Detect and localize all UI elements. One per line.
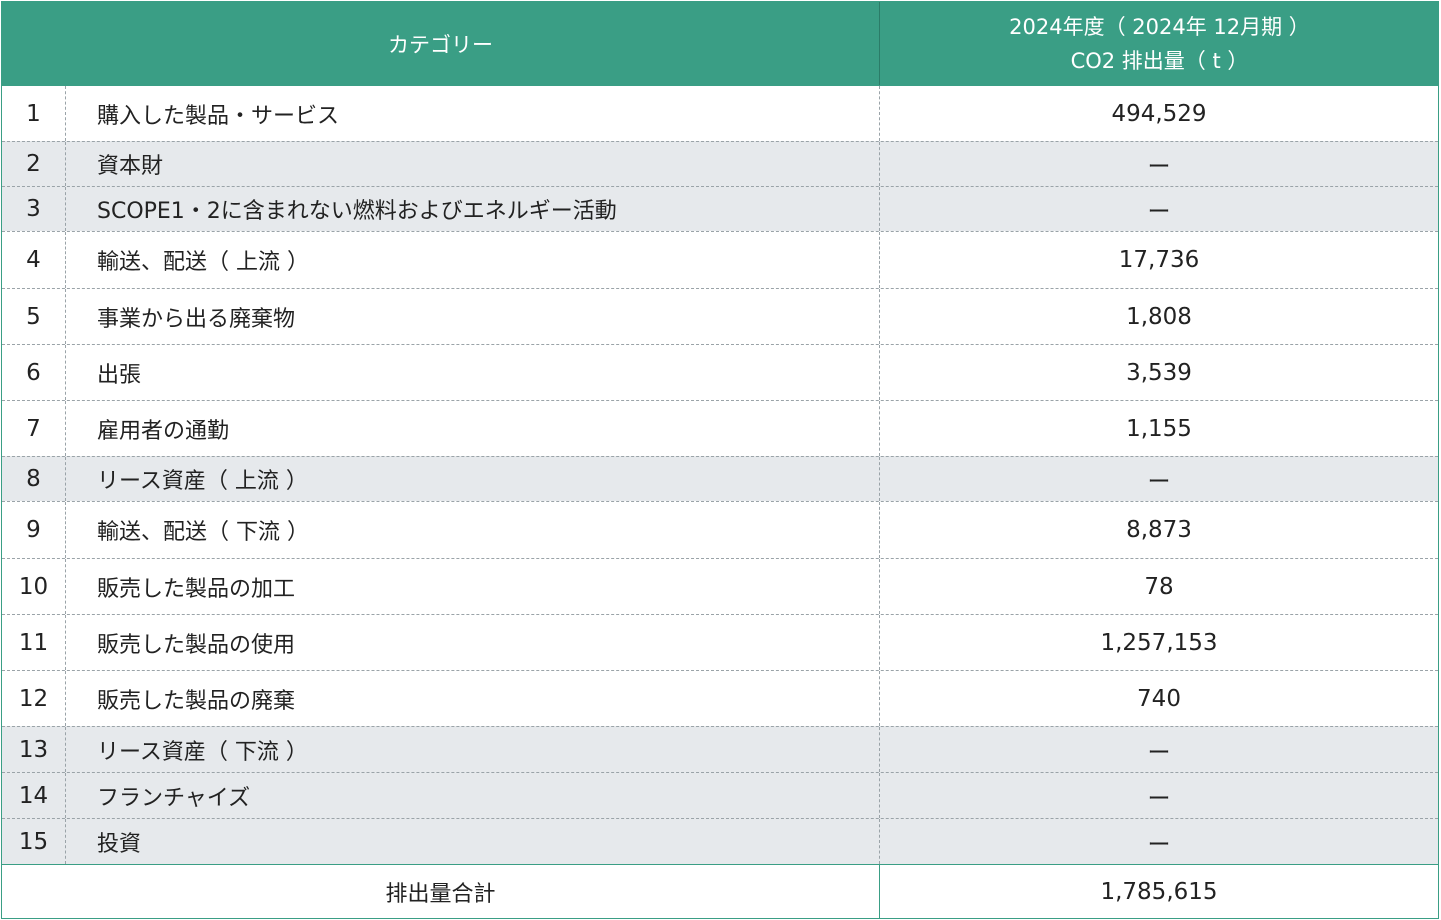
row-category-name: フランチャイズ [97, 785, 251, 811]
row-category-name: 事業から出る廃棄物 [97, 306, 296, 332]
table-row: 12 販売した製品の廃棄 740 [2, 670, 1438, 726]
row-number: 15 [2, 819, 66, 864]
row-number: 5 [2, 289, 66, 344]
row-category-name: 雇用者の通勤 [97, 418, 230, 444]
total-row: 排出量合計 1,785,615 [2, 864, 1438, 918]
table-row: 4 輸送、配送（ 上流 ） 17,736 [2, 231, 1438, 288]
row-number: 3 [2, 187, 66, 231]
row-emission-value: 17,736 [879, 232, 1438, 288]
row-emission-value: ー [879, 727, 1438, 772]
row-category-name: SCOPE1・2に含まれない燃料およびエネルギー活動 [97, 199, 617, 224]
row-category-name: 購入した製品・サービス [97, 103, 340, 129]
row-number: 6 [2, 345, 66, 400]
row-category-name: リース資産（ 上流 ） [97, 469, 308, 494]
table-row: 13 リース資産（ 下流 ） ー [2, 726, 1438, 772]
row-emission-value: 78 [879, 559, 1438, 614]
row-emission-value: 3,539 [879, 345, 1438, 400]
row-emission-value: ー [879, 773, 1438, 818]
row-category-name: 販売した製品の使用 [97, 632, 296, 658]
table-row: 5 事業から出る廃棄物 1,808 [2, 288, 1438, 344]
row-number: 13 [2, 727, 66, 772]
row-number: 14 [2, 773, 66, 818]
row-number: 4 [2, 232, 66, 288]
row-category-name: 輸送、配送（ 上流 ） [97, 250, 309, 275]
table-row: 2 資本財 ー [2, 141, 1438, 186]
row-category-name: 輸送、配送（ 下流 ） [97, 520, 309, 545]
row-category-name: リース資産（ 下流 ） [97, 739, 308, 765]
table-row: 7 雇用者の通勤 1,155 [2, 400, 1438, 456]
table-row: 11 販売した製品の使用 1,257,153 [2, 614, 1438, 670]
row-emission-value: 8,873 [879, 502, 1438, 558]
row-number: 1 [2, 86, 66, 141]
row-emission-value: ー [879, 187, 1438, 231]
table-row: 14 フランチャイズ ー [2, 772, 1438, 818]
row-category-name: 出張 [97, 362, 142, 388]
header-value: 2024年度（ 2024年 12月期 ） CO2 排出量（ t ） [879, 2, 1439, 85]
total-value: 1,785,615 [879, 865, 1438, 918]
table-row: 10 販売した製品の加工 78 [2, 558, 1438, 614]
row-emission-value: ー [879, 457, 1438, 501]
header-value-line1: 2024年度（ 2024年 12月期 ） [1009, 14, 1310, 39]
row-number: 7 [2, 401, 66, 456]
row-category-name: 投資 [97, 831, 142, 857]
header-category: カテゴリー [388, 32, 493, 57]
row-number: 12 [2, 671, 66, 726]
table-row: 1 購入した製品・サービス 494,529 [2, 85, 1438, 141]
table-row: 3 SCOPE1・2に含まれない燃料およびエネルギー活動 ー [2, 186, 1438, 231]
table-row: 8 リース資産（ 上流 ） ー [2, 456, 1438, 501]
row-number: 11 [2, 615, 66, 670]
row-emission-value: 494,529 [879, 86, 1438, 141]
total-label: 排出量合計 [385, 881, 496, 907]
row-number: 10 [2, 559, 66, 614]
table-row: 9 輸送、配送（ 下流 ） 8,873 [2, 501, 1438, 558]
row-number: 9 [2, 502, 66, 558]
row-category-name: 販売した製品の廃棄 [97, 688, 296, 714]
table-header: カテゴリー 2024年度（ 2024年 12月期 ） CO2 排出量（ t ） [2, 2, 1438, 85]
row-emission-value: 1,808 [879, 289, 1438, 344]
table-row: 15 投資 ー [2, 818, 1438, 864]
row-category-name: 販売した製品の加工 [97, 576, 296, 602]
row-number: 2 [2, 142, 66, 186]
row-number: 8 [2, 457, 66, 501]
row-emission-value: ー [879, 819, 1438, 864]
table-row: 6 出張 3,539 [2, 344, 1438, 400]
row-emission-value: 1,155 [879, 401, 1438, 456]
row-emission-value: ー [879, 142, 1438, 186]
row-emission-value: 1,257,153 [879, 615, 1438, 670]
header-value-line2: CO2 排出量（ t ） [1070, 48, 1249, 73]
row-emission-value: 740 [879, 671, 1438, 726]
row-category-name: 資本財 [97, 154, 164, 179]
